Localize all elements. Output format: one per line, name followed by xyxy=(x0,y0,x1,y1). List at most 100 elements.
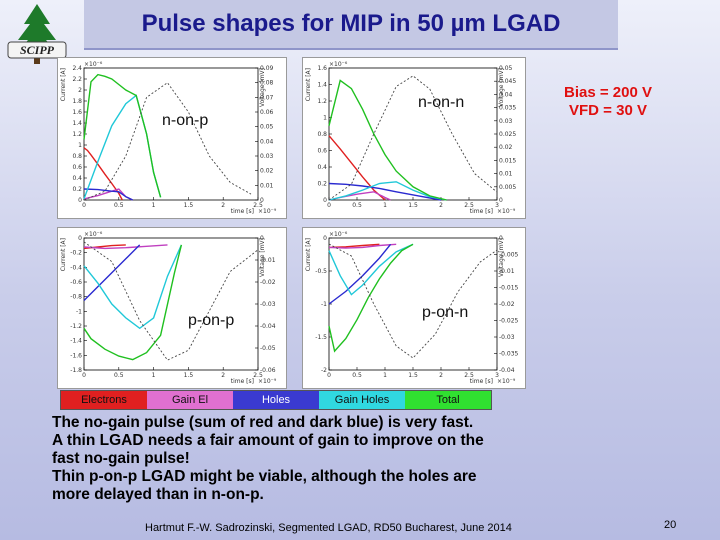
y-tick-label: -1.2 xyxy=(70,323,82,330)
vfd-line: VFD = 30 V xyxy=(569,102,647,119)
y2-tick-label: -0.04 xyxy=(499,367,515,374)
y-tick-label: 0.2 xyxy=(317,181,327,188)
y-tick-label: -0.5 xyxy=(315,268,327,275)
y-tick-label: 2.2 xyxy=(72,76,82,83)
x-tick-label: 1 xyxy=(383,202,387,209)
y-tick-label: 1.4 xyxy=(72,120,82,127)
x-tick-label: 0 xyxy=(327,372,331,379)
y2-tick-label: -0.02 xyxy=(260,279,276,286)
series-gain-el xyxy=(328,243,397,249)
y2-tick-label: 0.01 xyxy=(499,171,513,178)
y2-axis-label: Voltage [mV] xyxy=(259,68,266,107)
plot-frame xyxy=(328,237,498,371)
x-tick-label: 0.5 xyxy=(114,372,124,379)
legend-gain-holes: Gain Holes xyxy=(319,391,405,409)
y2-tick-label: 0.04 xyxy=(260,138,274,145)
y2-tick-label: 0.09 xyxy=(260,65,274,72)
body-line: Thin p-on-p LGAD might be viable, althou… xyxy=(52,468,477,485)
x-tick-label: 2.5 xyxy=(464,372,474,379)
y2-tick-label: -0.04 xyxy=(260,323,276,330)
series-total xyxy=(83,244,183,361)
scipp-logo: SCIPP xyxy=(7,4,67,64)
x-tick-label: 2.5 xyxy=(253,202,263,209)
y2-tick-label: 0.07 xyxy=(260,94,274,101)
y-axis-label: Current [A] xyxy=(305,68,312,101)
x-scale-label: ×10⁻⁹ xyxy=(258,208,277,215)
plot-frame xyxy=(83,237,259,371)
slide-title: Pulse shapes for MIP in 50 µm LGAD xyxy=(141,10,561,37)
legend-gain-el: Gain El xyxy=(147,391,233,409)
y-tick-label: -0.4 xyxy=(70,264,82,271)
x-axis-label: time [s] xyxy=(231,378,254,385)
y2-tick-label: 0.05 xyxy=(499,65,513,72)
y-tick-label: 1 xyxy=(78,142,82,149)
y2-tick-label: 0 xyxy=(499,197,503,204)
y2-tick-label: 0.045 xyxy=(499,78,516,85)
page-number: 20 xyxy=(664,519,677,531)
label-p-on-p: p-on-p xyxy=(188,312,235,329)
x-tick-label: 3 xyxy=(495,372,499,379)
series-holes xyxy=(83,188,134,201)
y2-axis-label: Voltage [mV] xyxy=(498,238,505,277)
y-tick-label: 1.2 xyxy=(72,131,82,138)
series-holes xyxy=(83,244,141,301)
series-gain-el xyxy=(83,244,168,250)
x-tick-label: 0.5 xyxy=(114,202,124,209)
y-tick-label: 2 xyxy=(78,87,82,94)
y2-tick-label: -0.015 xyxy=(499,285,519,292)
x-tick-label: 2.5 xyxy=(464,202,474,209)
body-text: The no-gain pulse (sum of red and dark b… xyxy=(52,414,612,504)
series-total xyxy=(328,243,414,353)
series-gain-holes xyxy=(328,243,414,296)
chart-n-on-n: 0 0.5 1 1.5 2 2.5 3 1.6 1.4 1.2 1 0.8 0.6 0.4 0.2 0 0.05… xyxy=(305,61,516,215)
series-voltage xyxy=(328,243,498,359)
series-gain-holes xyxy=(83,244,183,330)
y2-tick-label: 0.025 xyxy=(499,131,516,138)
y-tick-label: -1.5 xyxy=(315,334,327,341)
panel-n-on-p: 0 0.5 1 1.5 2 2.5 2.4 2.2 2 1.8 1.6 1.4 1.2 1 0.8 0.6 0.… xyxy=(57,57,287,219)
x-tick-label: 0 xyxy=(82,202,86,209)
y-tick-label: 0.4 xyxy=(317,164,327,171)
x-tick-label: 2 xyxy=(221,202,225,209)
y2-tick-label: 0.06 xyxy=(260,109,274,116)
x-tick-label: 1 xyxy=(383,372,387,379)
x-tick-label: 1 xyxy=(152,372,156,379)
y2-tick-label: -0.06 xyxy=(260,367,276,374)
y2-tick-label: 0.05 xyxy=(260,124,274,131)
legend: Electrons Gain El Holes Gain Holes Total xyxy=(60,390,492,410)
y2-tick-label: 0.03 xyxy=(499,118,513,125)
panel-n-on-n: 0 0.5 1 1.5 2 2.5 3 1.6 1.4 1.2 1 0.8 0.6 0.4 0.2 0 0.05… xyxy=(302,57,526,219)
x-axis-label: time [s] xyxy=(470,208,493,215)
y-tick-label: -0.2 xyxy=(70,250,82,257)
x-tick-label: 1.5 xyxy=(184,202,194,209)
title-bar: Pulse shapes for MIP in 50 µm LGAD xyxy=(84,0,618,50)
x-tick-label: 3 xyxy=(495,202,499,209)
series-total xyxy=(83,73,162,198)
y2-tick-label: 0 xyxy=(499,235,503,242)
y-scale-label: ×10⁻⁶ xyxy=(84,61,103,68)
plot-frame xyxy=(328,67,498,201)
legend-total: Total xyxy=(405,391,491,409)
y-tick-label: 0.6 xyxy=(72,164,82,171)
y-tick-label: 1.8 xyxy=(72,98,82,105)
y-tick-label: -0.6 xyxy=(70,279,82,286)
y2-tick-label: -0.025 xyxy=(499,318,519,325)
series-holes xyxy=(328,182,442,201)
plot-frame xyxy=(83,67,259,201)
body-line: The no-gain pulse (sum of red and dark b… xyxy=(52,414,474,431)
y-axis-label: Current [A] xyxy=(60,238,67,271)
y-tick-label: -2 xyxy=(321,367,327,374)
x-scale-label: ×10⁻⁹ xyxy=(258,378,277,385)
y2-tick-label: -0.05 xyxy=(260,345,276,352)
y-tick-label: 0.6 xyxy=(317,148,327,155)
x-tick-label: 1 xyxy=(152,202,156,209)
y2-tick-label: 0.015 xyxy=(499,157,516,164)
y-tick-label: 1.2 xyxy=(317,98,327,105)
body-line: more delayed than in n-on-p. xyxy=(52,486,264,503)
y2-tick-label: 0.005 xyxy=(499,184,516,191)
x-tick-label: 0 xyxy=(327,202,331,209)
y-scale-label: ×10⁻⁶ xyxy=(329,61,348,68)
footer: Hartmut F.-W. Sadrozinski, Segmented LGA… xyxy=(145,522,512,534)
y-tick-label: 1.4 xyxy=(317,82,327,89)
y-tick-label: -1.8 xyxy=(70,367,82,374)
